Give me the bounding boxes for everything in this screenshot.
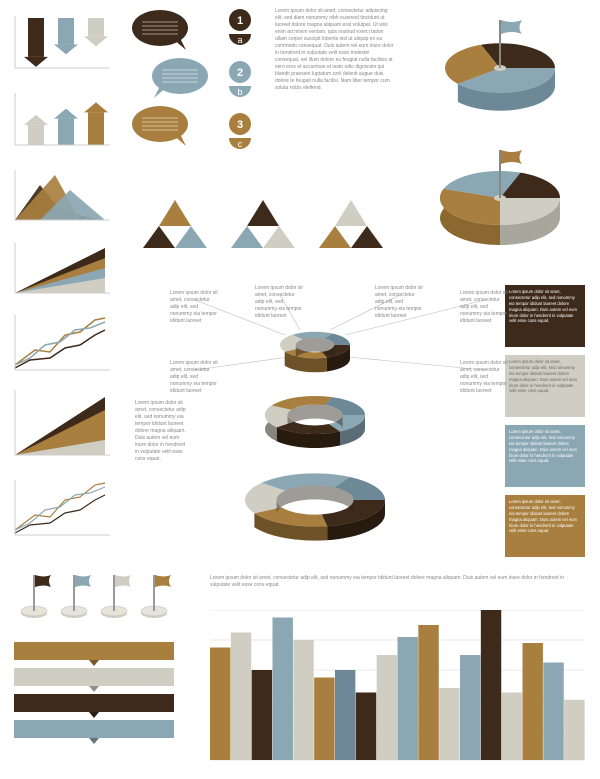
- callout-text: Lorem ipsum dolor sit amet, consectetur …: [460, 360, 510, 395]
- flag-icon: [94, 565, 134, 620]
- callout-text: Lorem ipsum dolor sit amet, consectetur …: [170, 290, 220, 325]
- flag-icon: [134, 565, 174, 620]
- svg-text:b: b: [237, 87, 242, 97]
- number-badge: 3 c: [220, 112, 260, 164]
- triangle-charts: [135, 196, 395, 251]
- svg-text:1: 1: [237, 15, 243, 27]
- callout-text: Lorem ipsum dolor sit amet, consectetur …: [255, 285, 305, 320]
- ribbon: [14, 666, 174, 692]
- flag-icon: [14, 565, 54, 620]
- small-lorem: Lorem ipsum dolor sit amet, consectetur …: [135, 400, 190, 463]
- info-card: Lorem ipsum dolor sit amet, consectetur …: [505, 495, 585, 557]
- callout-text: Lorem ipsum dolor sit amet, consectetur …: [375, 285, 425, 320]
- area-chart-1: [10, 165, 120, 230]
- bar-arrows-down: [10, 8, 120, 78]
- speech-bubbles: [130, 8, 210, 152]
- speech-bubble: [130, 8, 210, 56]
- ribbons: [14, 640, 174, 744]
- info-card: Lorem ipsum dolor sit amet, consectetur …: [505, 285, 585, 347]
- triangle-segmented: [311, 196, 391, 251]
- triangle-segmented: [223, 196, 303, 251]
- mid-lorem: Lorem ipsum dolor sit amet, consectetur …: [210, 575, 580, 589]
- flags-row: [14, 565, 174, 620]
- info-card: Lorem ipsum dolor sit amet, consectetur …: [505, 355, 585, 417]
- number-badge: 2 b: [220, 60, 260, 112]
- ribbon: [14, 692, 174, 718]
- flag-icon: [54, 565, 94, 620]
- numbered-badges: 1 a 2 b 3 c: [220, 8, 260, 164]
- intro-lorem: Lorem ipsum dolor sit amet, consectetur …: [275, 8, 395, 92]
- svg-text:a: a: [237, 35, 242, 45]
- line-chart-2: [10, 475, 120, 540]
- callout-text: Lorem ipsum dolor sit amet, consectetur …: [460, 290, 510, 325]
- line-chart: [10, 310, 120, 375]
- number-badge: 1 a: [220, 8, 260, 60]
- info-card: Lorem ipsum dolor sit amet, consectetur …: [505, 425, 585, 487]
- svg-text:c: c: [238, 139, 243, 149]
- svg-text:2: 2: [237, 67, 243, 79]
- side-cards: Lorem ipsum dolor sit amet, consectetur …: [505, 285, 585, 565]
- speech-bubble: [130, 104, 210, 152]
- ribbon: [14, 718, 174, 744]
- callout-text: Lorem ipsum dolor sit amet, consectetur …: [170, 360, 220, 395]
- pie-column: [415, 8, 585, 268]
- big-bar-chart: [210, 610, 585, 765]
- area-chart-3: [10, 385, 120, 465]
- speech-bubble: [130, 56, 210, 104]
- triangle-segmented: [135, 196, 215, 251]
- svg-text:3: 3: [237, 119, 243, 131]
- area-chart-2: [10, 238, 120, 303]
- bar-arrows-up: [10, 85, 120, 155]
- ribbon: [14, 640, 174, 666]
